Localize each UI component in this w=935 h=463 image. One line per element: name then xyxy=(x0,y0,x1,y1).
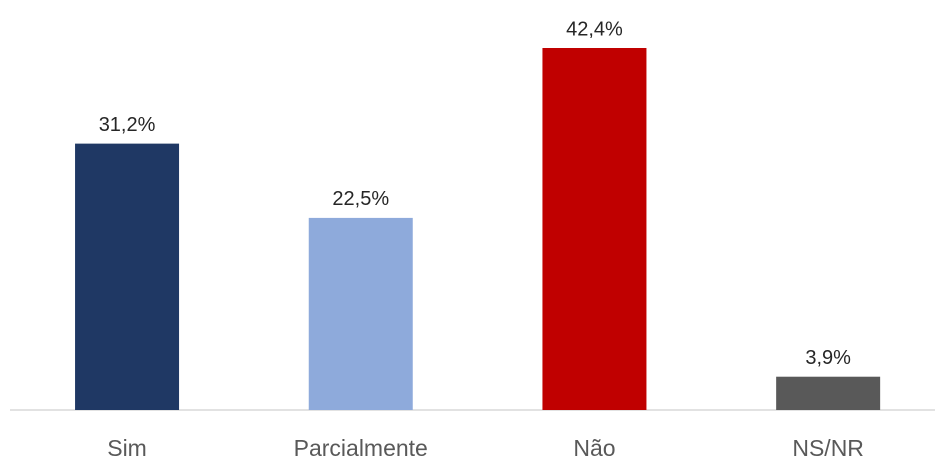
x-tick-label: Parcialmente xyxy=(294,435,428,461)
bar xyxy=(308,217,413,410)
value-label: 22,5% xyxy=(332,188,389,210)
x-tick-label: NS/NR xyxy=(792,435,864,461)
value-label: 31,2% xyxy=(99,114,156,136)
bar xyxy=(542,48,647,410)
value-label: 3,9% xyxy=(805,347,851,369)
value-label: 42,4% xyxy=(566,18,623,40)
bar xyxy=(75,143,180,411)
bar xyxy=(776,376,881,410)
x-tick-label: Não xyxy=(573,435,615,461)
x-tick-label: Sim xyxy=(107,435,147,461)
